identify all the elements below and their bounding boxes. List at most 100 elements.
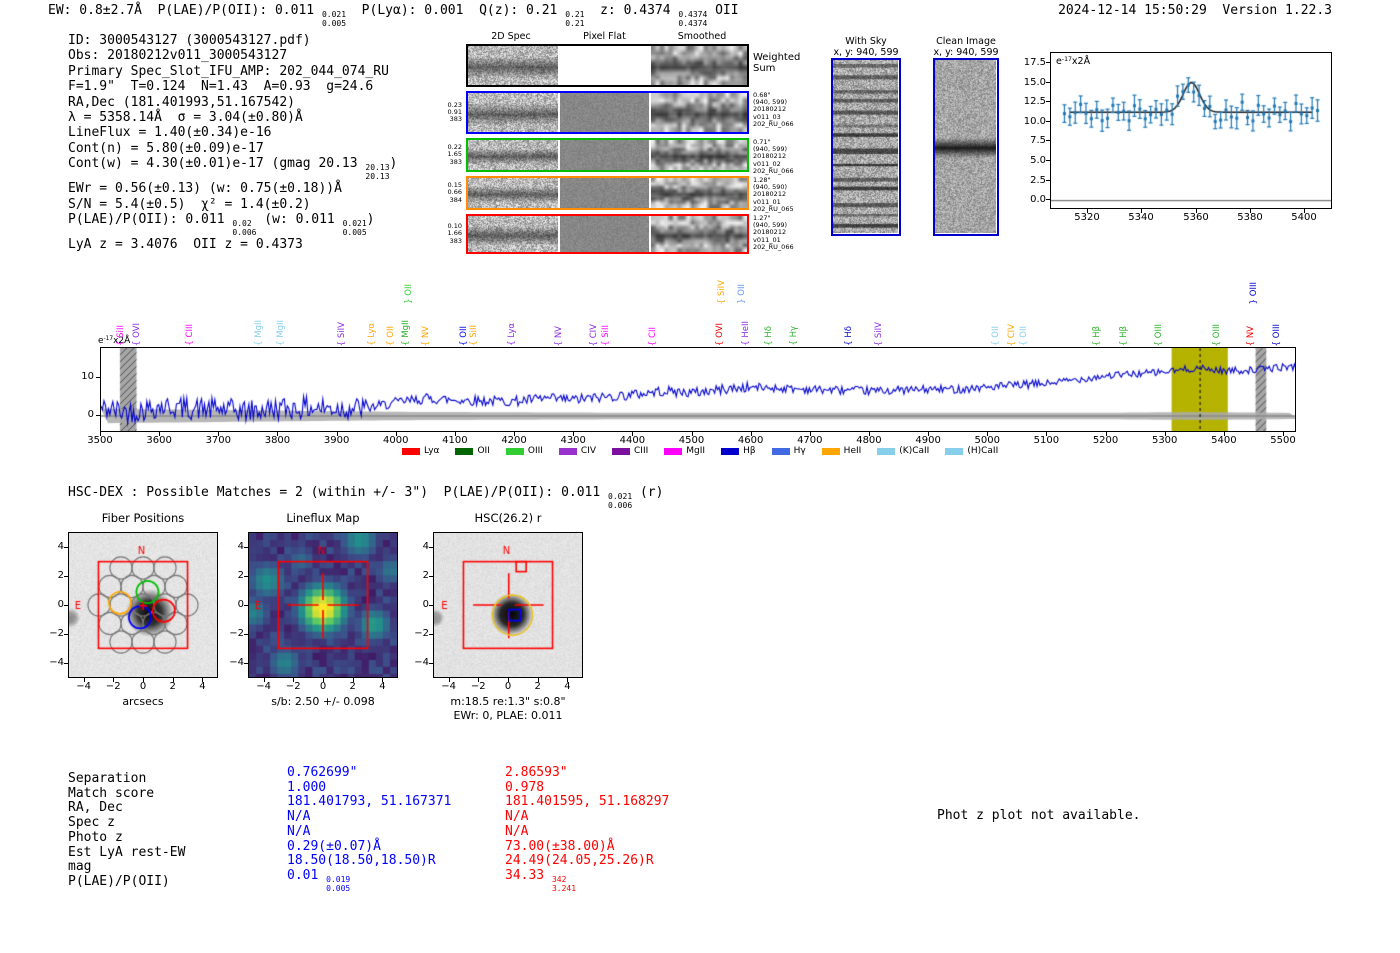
spectrum-xtick-4900: 4900 — [915, 435, 941, 446]
inset-ytickmark-10.0 — [1046, 121, 1050, 122]
match-candidate-1-value-6: 18.50(18.50,18.50)R — [287, 853, 436, 869]
legend-swatch-OII — [455, 447, 474, 455]
info-line-11: P(LAE)/P(OII): 0.011 0.02 0.006 (w: 0.011… — [68, 212, 375, 237]
hsc-ytickmark-−2 — [429, 633, 433, 635]
spectrum-xtick-5000: 5000 — [974, 435, 1000, 446]
spectral-line-label-OII-4033: } OII — [404, 284, 415, 304]
info-line-3: F=1.9" T=0.124 N=1.43 A=0.93 g=24.6 — [68, 79, 374, 95]
match-candidate-1-value-7: 0.01 0.019 0.005 — [287, 867, 351, 893]
clean-image — [935, 60, 996, 233]
spec2d-row-3-left-labels: 0.15 0.66 384 — [447, 181, 462, 204]
match-table-label-5: Est LyA rest-EW — [68, 844, 186, 860]
spectral-line-label-SiIV-4562: { SiIV — [717, 279, 728, 304]
fiber-positions-image — [69, 533, 217, 677]
info-line-10: S/N = 5.4(±0.5) χ² = 1.4(±0.2) — [68, 196, 311, 212]
inset-xtick-5380: 5380 — [1237, 212, 1263, 223]
inset-ytickmark-7.5 — [1046, 140, 1050, 141]
spec2d-row-4 — [466, 214, 749, 254]
spectrum-xtick-5300: 5300 — [1151, 435, 1178, 446]
spec2d-row-2-col-0-image — [468, 140, 558, 170]
legend-item-OII: OII — [455, 446, 490, 456]
flux-ytickmark-−4 — [244, 662, 248, 664]
hsc-ytick-−2: −2 — [414, 627, 429, 639]
legend-swatch-Hβ — [721, 447, 740, 455]
spectrum-canvas — [101, 348, 1295, 431]
flux-ytickmark-4 — [244, 547, 248, 549]
flux-ytick-2: 2 — [237, 570, 244, 582]
fiber-xtick-2: 2 — [169, 681, 176, 692]
stacked-uncertainty: 0.021 0.005 — [321, 10, 347, 28]
spectral-line-label-OVI-4558: { OVI — [714, 323, 725, 346]
spec2d-row-3-col-1-image — [560, 178, 649, 208]
inset-xtickmark-5360 — [1196, 209, 1197, 213]
inset-ytick-17.5: 17.5 — [1023, 57, 1046, 68]
spectral-line-label-HeII-4602: { HeII — [740, 321, 751, 346]
match-candidate-2-value-5: 73.00(±38.00)Å — [505, 838, 615, 854]
inset-ytickmark-5.0 — [1046, 160, 1050, 161]
match-candidate-1-value-1: 1.000 — [287, 779, 327, 795]
match-table-label-7: P(LAE)/P(OII) — [68, 873, 170, 889]
inset-ytick-12.5: 12.5 — [1023, 96, 1046, 107]
flux-ytick-−2: −2 — [229, 627, 244, 639]
flux-xtickmark-0 — [323, 678, 324, 682]
inset-xtickmark-5380 — [1250, 209, 1251, 213]
spectral-line-label-OII-5072: { OII — [1018, 326, 1029, 346]
spectrum-xtick-4200: 4200 — [501, 435, 527, 446]
spectrum-xtickmark-3900 — [336, 432, 338, 436]
legend-swatch-(H)CaII — [945, 447, 964, 455]
hsc-ytickmark-−4 — [429, 662, 433, 664]
spectral-line-label-CIV-5052: { CIV — [1007, 323, 1017, 346]
spec2d-row-1-col-0-image — [468, 93, 558, 132]
spec2d-row-3-col-0-image — [468, 178, 558, 208]
legend-swatch-HeII — [821, 447, 840, 455]
spectrum-xtickmark-4300 — [573, 432, 575, 436]
legend-swatch-Lyα — [402, 447, 420, 455]
inset-ytickmark-12.5 — [1046, 101, 1050, 102]
match-table-label-6: mag — [68, 859, 92, 875]
spectral-line-label-MgII-4027: { MgII — [400, 320, 411, 346]
legend-item-Hβ: Hβ — [721, 446, 756, 456]
spectrum-xtickmark-5200 — [1105, 432, 1107, 436]
spectrum-xtick-3800: 3800 — [264, 435, 291, 446]
fiber-ytickmark-−4 — [64, 662, 68, 664]
spectrum-xtickmark-3600 — [159, 432, 161, 436]
spectrum-unit-label: e-17x2Å — [98, 336, 131, 346]
spec2d-row-2-left-labels: 0.22 1.65 383 — [447, 143, 462, 166]
info-line-1: Obs: 20180212v011_3000543127 — [68, 48, 288, 64]
hsc-panel — [433, 532, 583, 678]
spectrum-xtickmark-4400 — [632, 432, 634, 436]
with-sky-title: With Sky — [845, 36, 887, 47]
fiber-ytickmark-2 — [64, 576, 68, 578]
stacked-uncertainty: 0.021 0.005 — [342, 219, 367, 237]
match-table-labels: Separation Match score RA, Dec Spec z Photo … — [68, 771, 186, 890]
hsc-xtick-2: 2 — [534, 681, 541, 692]
legend-label-Hβ: Hβ — [743, 446, 756, 456]
spec2d-row-0-right-labels: Weighted Sum — [753, 52, 801, 74]
spectrum-xtickmark-4800 — [868, 432, 870, 436]
spec2d-header-2: Smoothed — [677, 31, 727, 42]
flux-ytick-4: 4 — [237, 541, 244, 553]
fiber-ytick-−4: −4 — [49, 656, 64, 668]
hsc-xtickmark-0 — [508, 678, 509, 682]
spectrum-xtickmark-4600 — [750, 432, 752, 436]
match-candidate-2-value-6: 24.49(24.05,25.26)R — [505, 853, 654, 869]
spectrum-plot — [100, 347, 1296, 432]
spectrum-xtick-3700: 3700 — [205, 435, 232, 446]
match-table-label-0: Separation — [68, 771, 147, 786]
spectrum-xtick-4100: 4100 — [442, 435, 468, 446]
spectrum-xtick-3900: 3900 — [323, 435, 350, 446]
match-candidate-2-value-7: 34.33 342 3.241 — [505, 867, 577, 893]
spectrum-xtickmark-4900 — [928, 432, 930, 436]
stacked-uncertainty: 0.02 0.006 — [232, 219, 257, 237]
summary-header-line: EW: 0.8±2.7Å P(LAE)/P(OII): 0.011 0.021 0… — [48, 3, 739, 28]
fiber-xtickmark-−4 — [83, 678, 85, 682]
inset-ytick-5.0: 5.0 — [1030, 155, 1046, 166]
inset-xtickmark-5320 — [1087, 209, 1088, 213]
spectral-line-label-OII-4002: { OII — [385, 326, 396, 346]
spec2d-row-4-col-1-image — [560, 216, 649, 252]
fiber-xtickmark-−2 — [113, 678, 115, 682]
match-candidate-1-value-2: 181.401793, 51.167371 — [287, 794, 452, 810]
hsc-xtick-−2: −2 — [470, 681, 486, 692]
spectrum-ytickmark-0 — [96, 415, 100, 416]
